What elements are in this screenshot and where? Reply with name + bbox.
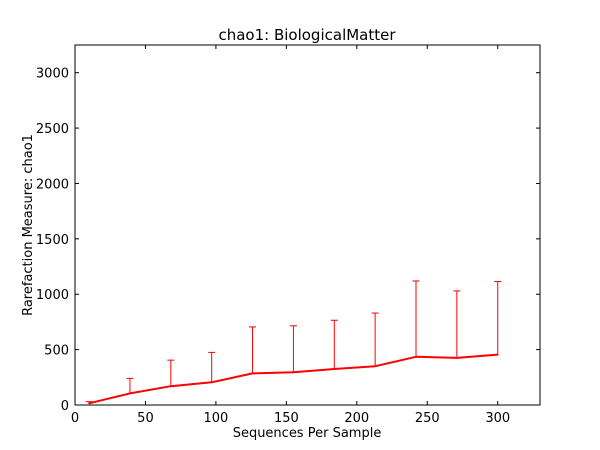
plot-frame — [74, 44, 541, 406]
data-point — [88, 402, 90, 405]
y-tick-label: 0 — [61, 399, 69, 414]
y-tick-label: 2000 — [36, 177, 69, 192]
data-point — [292, 371, 295, 374]
x-tick-label: 0 — [71, 411, 79, 426]
y-tick-label: 2500 — [36, 122, 69, 137]
y-axis-label: Rarefaction Measure: chao1 — [21, 134, 36, 316]
x-tick-label: 50 — [137, 411, 154, 426]
x-tick-label: 250 — [415, 411, 440, 426]
data-point — [333, 368, 336, 370]
data-point — [374, 365, 377, 368]
data-point — [415, 355, 417, 358]
y-tick-label: 500 — [44, 344, 69, 359]
chart-title: chao1: BiologicalMatter — [218, 26, 396, 44]
data-point — [210, 381, 213, 384]
axes: 0 50 100 150 200 250 3000500100015002000250030… — [36, 45, 540, 426]
x-tick-label: 150 — [274, 411, 299, 426]
x-tick-label: 300 — [485, 411, 510, 426]
plot-area — [85, 280, 502, 405]
data-point — [129, 392, 131, 395]
x-tick-label: 100 — [203, 411, 228, 426]
x-axis-label: Sequences Per Sample — [233, 426, 382, 441]
data-point — [169, 385, 172, 388]
data-point — [455, 357, 458, 359]
y-tick-label: 1500 — [36, 233, 69, 248]
y-tick-label: 1000 — [36, 288, 69, 303]
x-tick-label: 200 — [344, 411, 369, 426]
data-point — [496, 353, 499, 356]
y-tick-label: 3000 — [36, 67, 69, 82]
data-point — [251, 372, 254, 375]
